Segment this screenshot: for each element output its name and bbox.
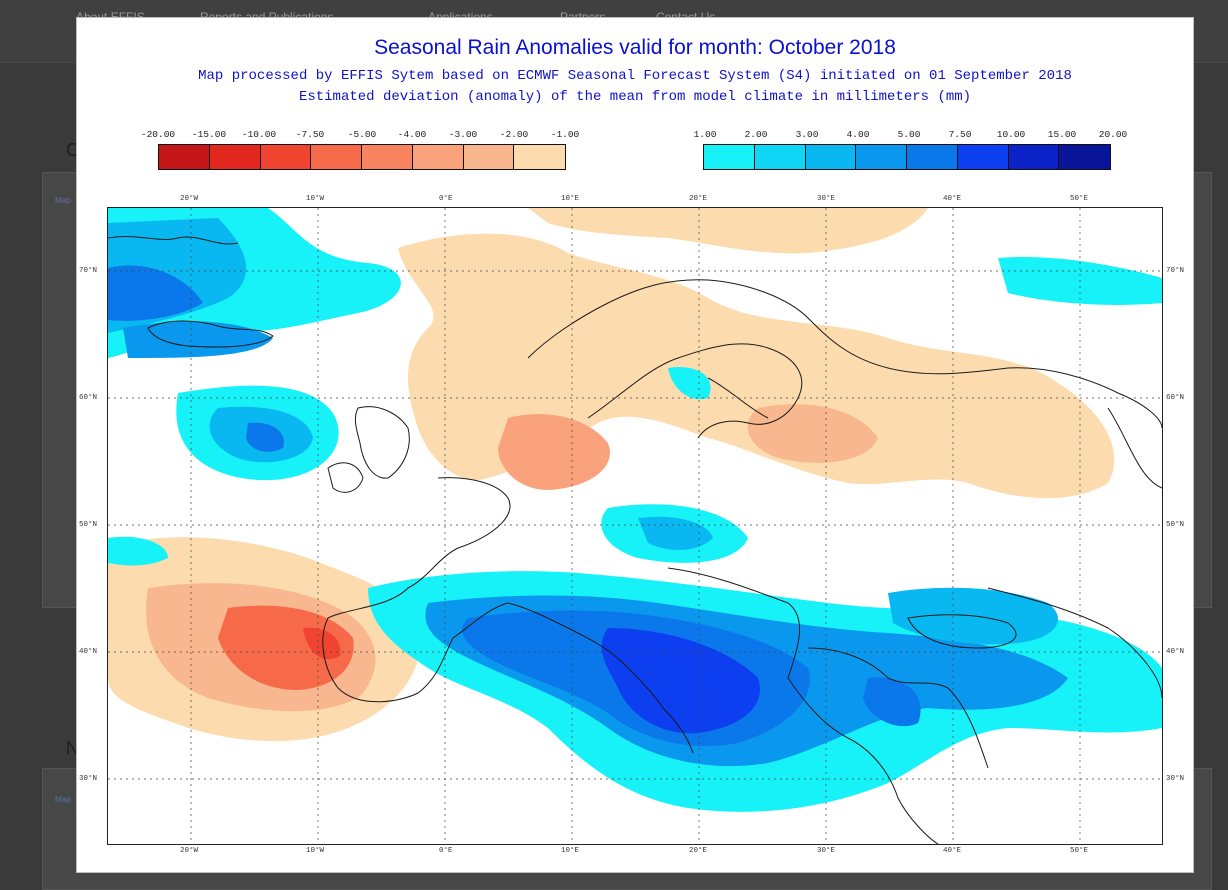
lon-label-top: 30°E [817, 195, 836, 203]
anomaly-region-iberia-core [218, 605, 354, 690]
anomaly-map-svg [108, 208, 1162, 844]
lon-label-top: 40°E [943, 195, 962, 203]
legend-positive-swatch-5 [957, 145, 1009, 169]
lon-label-bottom: 20°E [689, 847, 708, 855]
background-heading-c: C [66, 140, 79, 160]
legend-pos-label: 20.00 [1098, 129, 1128, 140]
anomaly-region-russia-neg [747, 404, 878, 463]
legend-positive-swatch-2 [805, 145, 857, 169]
lon-label-top: 0°E [439, 195, 453, 203]
lat-label-left: 70°N [79, 267, 98, 275]
background-heading-n: N [66, 738, 79, 758]
legend-pos-label: 2.00 [744, 129, 768, 140]
legend-negative-swatch-0 [159, 145, 210, 169]
anomaly-region-atlantic-nw-deep [108, 265, 203, 321]
legend-positive-swatch-1 [754, 145, 806, 169]
legend-negative-swatch-6 [463, 145, 515, 169]
anomaly-region-levant [863, 677, 921, 727]
legend-negative-swatch-2 [260, 145, 312, 169]
lon-label-bottom: 30°E [817, 847, 836, 855]
lon-label-bottom: 50°E [1070, 847, 1089, 855]
anomaly-region-atlantic-mid-deep [246, 422, 284, 452]
legend-neg-label: -7.50 [295, 129, 325, 140]
background-map-link-2[interactable]: Map [55, 795, 71, 804]
legend-pos-label: 1.00 [693, 129, 717, 140]
lat-label-left: 40°N [79, 648, 98, 656]
legend-positive-swatch-6 [1008, 145, 1060, 169]
background-map-link-1[interactable]: Map [55, 196, 71, 205]
lat-label-right: 50°N [1166, 521, 1185, 529]
map-title: Seasonal Rain Anomalies valid for month:… [374, 36, 896, 59]
lat-label-left: 50°N [79, 521, 98, 529]
coastlines [108, 236, 1162, 844]
legend-negative-swatch-7 [514, 145, 565, 169]
legend-positive-colorbar [703, 144, 1111, 170]
lon-label-bottom: 0°E [439, 847, 453, 855]
anomaly-region-south-atlantic-cyan [108, 536, 168, 566]
lon-label-top: 20°W [180, 195, 199, 203]
legend-negative-swatch-4 [362, 145, 413, 169]
lon-label-top: 20°E [689, 195, 708, 203]
lat-label-right: 60°N [1166, 394, 1185, 402]
lon-label-top: 10°W [306, 195, 325, 203]
legend-neg-label: -3.00 [448, 129, 478, 140]
legend-pos-label: 4.00 [846, 129, 870, 140]
legend-negative-swatch-5 [412, 145, 464, 169]
lat-label-left: 30°N [79, 775, 98, 783]
map-subtitle-line2: Estimated deviation (anomaly) of the mea… [298, 89, 972, 105]
legend-neg-label: -1.00 [550, 129, 580, 140]
lon-label-bottom: 20°W [180, 847, 199, 855]
legend-negative-colorbar [158, 144, 566, 170]
graticule [108, 208, 1162, 844]
map-subtitle-line1: Map processed by EFFIS Sytem based on EC… [198, 68, 1072, 84]
legend-positive-swatch-7 [1059, 145, 1110, 169]
lat-label-right: 30°N [1166, 775, 1185, 783]
legend-positive-swatch-3 [856, 145, 907, 169]
lon-label-bottom: 40°E [943, 847, 962, 855]
map-image-modal[interactable]: Seasonal Rain Anomalies valid for month:… [76, 17, 1194, 873]
legend-pos-label: 10.00 [996, 129, 1026, 140]
anomaly-region-baltic [668, 367, 711, 400]
lon-label-top: 10°E [561, 195, 580, 203]
anomaly-region-arctic-neg [528, 208, 928, 254]
legend-pos-label: 3.00 [795, 129, 819, 140]
legend-pos-label: 7.50 [948, 129, 972, 140]
lon-label-bottom: 10°W [306, 847, 325, 855]
legend-neg-label: -10.00 [241, 129, 277, 140]
lat-label-right: 70°N [1166, 267, 1185, 275]
anomaly-region-greenland-south [123, 321, 273, 358]
rain-anomaly-map [107, 207, 1163, 845]
legend-neg-label: -5.00 [347, 129, 377, 140]
lat-label-left: 60°N [79, 394, 98, 402]
legend-neg-label: -4.00 [397, 129, 427, 140]
lon-label-top: 50°E [1070, 195, 1089, 203]
legend-neg-label: -15.00 [191, 129, 227, 140]
legend-neg-label: -2.00 [499, 129, 529, 140]
legend-pos-label: 5.00 [897, 129, 921, 140]
anomaly-region-iberia-deep [303, 627, 341, 660]
legend-pos-label: 15.00 [1047, 129, 1077, 140]
legend-negative-swatch-1 [209, 145, 261, 169]
legend-positive-swatch-0 [704, 145, 755, 169]
anomaly-region-central-europe [498, 414, 610, 490]
lon-label-bottom: 10°E [561, 847, 580, 855]
anomaly-region-mediterranean-deep [601, 628, 760, 734]
anomaly-region-balkans-north-core [638, 516, 713, 550]
legend-neg-label: -20.00 [140, 129, 176, 140]
legend-negative-swatch-3 [311, 145, 362, 169]
legend-positive-swatch-4 [907, 145, 958, 169]
lat-label-right: 40°N [1166, 648, 1185, 656]
